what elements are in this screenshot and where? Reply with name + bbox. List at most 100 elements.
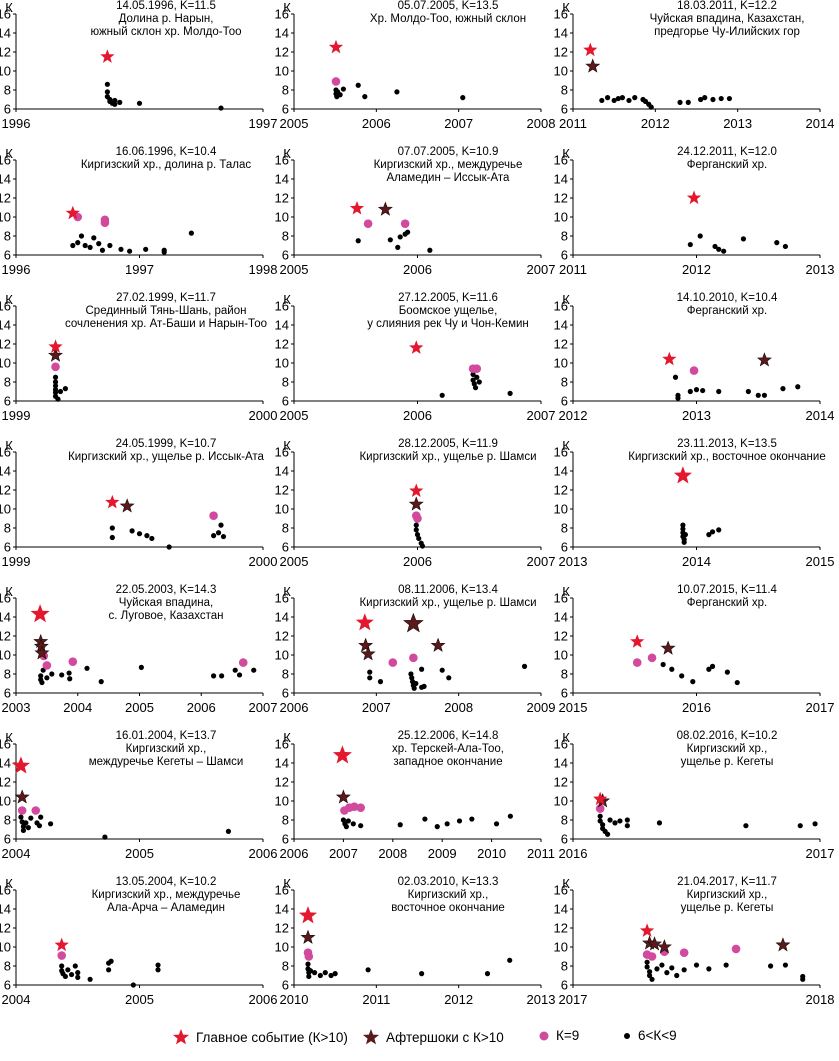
point-small	[472, 385, 479, 391]
y-tick-label: 8	[561, 959, 568, 974]
point-small	[68, 971, 75, 978]
y-tick-label: 14	[0, 902, 11, 917]
point-small	[706, 666, 712, 672]
point-small	[106, 967, 112, 973]
x-tick-label: 2012	[682, 262, 711, 277]
y-tick-label: 12	[554, 921, 568, 936]
point-small	[136, 531, 143, 537]
point-small	[28, 815, 34, 821]
point-main	[630, 634, 645, 648]
point-k9	[647, 653, 657, 663]
point-small	[112, 101, 118, 107]
point-small	[644, 964, 650, 970]
x-tick-label: 2007	[329, 846, 358, 861]
y-tick-label: 6	[282, 102, 289, 117]
x-tick-label: 1999	[2, 408, 31, 423]
y-tick-label: 10	[554, 356, 568, 371]
y-tick-label: 6	[4, 686, 11, 701]
point-small	[211, 673, 217, 679]
y-tick-label: 16	[0, 299, 11, 314]
y-tick-label: 12	[554, 483, 568, 498]
panel-title: 22.05.2003, K=14.3 Чуйская впадина, с. Л…	[108, 584, 224, 622]
legend-main-marker	[172, 1029, 190, 1045]
y-axis-label: К	[5, 292, 13, 307]
legend-small-label: 6<К<9	[638, 1028, 677, 1043]
panel-title: 21.04.2017, K=11.7 Киргизский хр., ущель…	[677, 876, 777, 914]
y-tick-label: 6	[282, 540, 289, 555]
x-tick-label: 2011	[362, 992, 390, 1007]
x-tick-label: 2006	[362, 116, 391, 131]
point-small	[782, 243, 789, 250]
panel-title: 02.03.2010, K=13.3 Киргизский хр., восто…	[391, 876, 505, 914]
point-small	[311, 970, 318, 976]
point-small	[507, 957, 513, 963]
point-small	[604, 95, 611, 101]
point-small	[646, 969, 653, 975]
chart-panel: 6 8 10 12 14 16 К 2011 2012 2013 2014 18.03.2011, K…	[554, 0, 837, 144]
y-tick-label: 12	[0, 629, 11, 644]
panel-title: 05.07.2005, K=13.5 Хр. Молдо-Тоо, южный …	[369, 0, 527, 25]
y-tick-label: 16	[275, 737, 289, 752]
point-small	[680, 522, 686, 528]
y-tick-label: 8	[561, 813, 568, 828]
x-tick-label: 2009	[527, 700, 556, 715]
point-small	[446, 675, 452, 681]
y-tick-label: 8	[4, 813, 11, 828]
point-small	[66, 670, 72, 676]
point-small	[20, 824, 27, 830]
point-small	[394, 89, 400, 95]
y-tick-label: 8	[4, 667, 11, 682]
point-small	[474, 374, 480, 380]
chart-svg: 6 8 10 12 14 16К 2011 2012 2013 2014	[554, 0, 835, 131]
chart-panel: 6 8 10 12 14 16 К 1996 1997 14.05.1996, K=11.5 До…	[0, 0, 280, 144]
y-tick-label: 10	[0, 940, 11, 955]
point-k9	[42, 661, 52, 670]
y-tick-label: 10	[275, 64, 289, 79]
point-k9	[17, 806, 27, 815]
y-tick-label: 12	[275, 191, 289, 206]
point-aftershock	[358, 637, 374, 652]
point-small	[117, 99, 123, 105]
panel-title: 28.12.2005, K=11.9 Киргизский хр., ущель…	[359, 438, 537, 463]
point-k9	[363, 219, 373, 228]
point-aftershock	[430, 637, 446, 652]
y-tick-label: 8	[4, 83, 11, 98]
chart-panel: 6 8 10 12 14 16 К 2004 2005 2006 13.05.2004, K=10.…	[0, 876, 280, 1020]
point-small	[710, 96, 716, 103]
chart-svg: 6 8 10 12 14 16К 2005 2006 2007	[275, 438, 556, 569]
point-small	[355, 82, 361, 88]
point-small	[669, 666, 675, 672]
y-tick-label: 12	[0, 45, 11, 60]
point-small	[107, 242, 113, 249]
point-aftershock	[775, 937, 791, 952]
point-small	[57, 388, 64, 395]
point-small	[656, 820, 663, 826]
point-small	[681, 967, 687, 973]
point-small	[70, 242, 76, 249]
x-tick-label: 2005	[280, 554, 309, 569]
point-small	[337, 92, 343, 98]
x-tick-label: 2003	[2, 700, 31, 715]
y-tick-label: 6	[561, 832, 568, 847]
point-small	[328, 972, 334, 979]
y-axis-label: К	[562, 146, 570, 161]
point-small	[38, 673, 44, 679]
legend-aftershock-label: Афтершоки с К>10	[386, 1029, 504, 1045]
point-small	[52, 379, 59, 385]
y-tick-label: 8	[282, 813, 289, 828]
y-tick-label: 12	[0, 483, 11, 498]
point-small	[507, 813, 513, 819]
chart-svg: 6 8 10 12 14 16К 1999 2000	[0, 438, 277, 569]
x-tick-label: 2005	[280, 262, 309, 277]
panel-title: 27.02.1999, K=11.7 Срединный Тянь-Шань, …	[65, 292, 267, 330]
x-tick-label: 2004	[63, 700, 92, 715]
chart-panel: 6 8 10 12 14 16 К 1999 2000 27.02.1999, K=11.7 Ср…	[0, 292, 280, 436]
point-small	[72, 963, 78, 969]
chart-panel: 6 8 10 12 14 16 К 2005 2006 2007 28.12.2005, K=11.…	[275, 438, 558, 582]
y-tick-label: 10	[554, 502, 568, 517]
point-small	[127, 248, 133, 254]
point-small	[149, 535, 155, 542]
point-small	[507, 390, 513, 396]
point-small	[405, 229, 411, 235]
point-small	[78, 233, 85, 239]
